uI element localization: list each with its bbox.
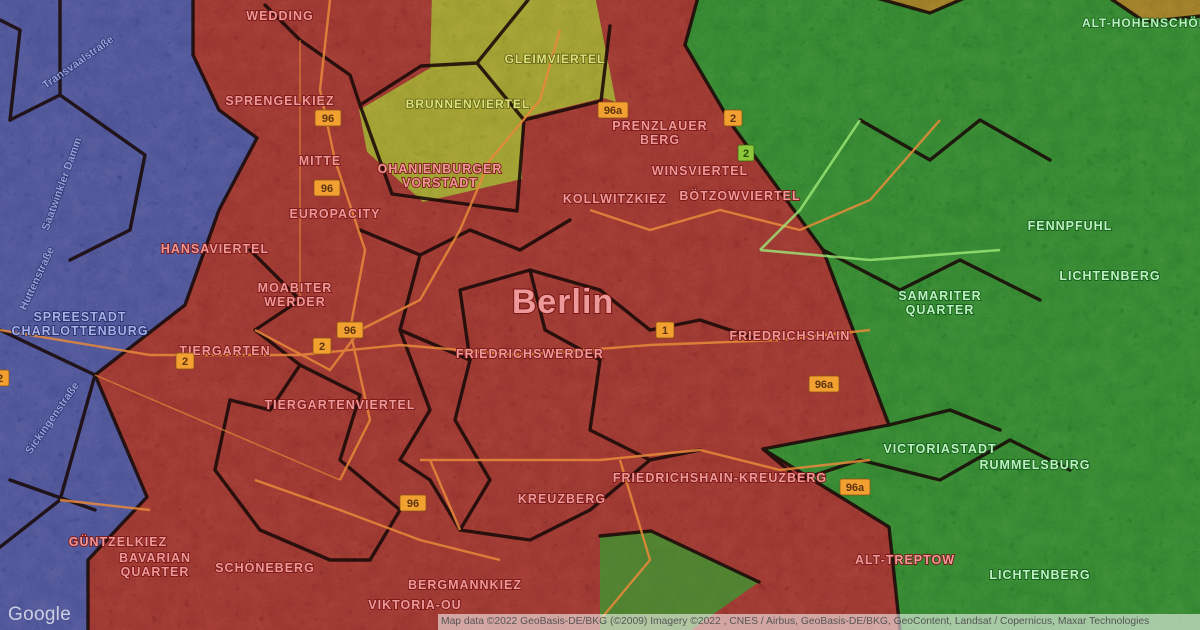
svg-text:PRENZLAUER: PRENZLAUER: [612, 119, 707, 133]
svg-text:VIKTORIA-OU: VIKTORIA-OU: [368, 598, 461, 612]
svg-text:96: 96: [322, 113, 334, 125]
svg-text:1: 1: [662, 325, 668, 337]
svg-text:GLEIMVIERTEL: GLEIMVIERTEL: [505, 52, 606, 66]
svg-text:SPRENGELKIEZ: SPRENGELKIEZ: [225, 94, 334, 108]
svg-text:HANSAVIERTEL: HANSAVIERTEL: [161, 242, 269, 256]
svg-text:CHARLOTTENBURG: CHARLOTTENBURG: [12, 324, 149, 338]
svg-text:BERG: BERG: [640, 133, 680, 147]
svg-text:VORSTADT: VORSTADT: [402, 176, 478, 190]
svg-text:FRIEDRICHSHAIN: FRIEDRICHSHAIN: [730, 329, 851, 343]
svg-text:2: 2: [743, 148, 749, 160]
svg-text:LICHTENBERG: LICHTENBERG: [1059, 269, 1160, 283]
svg-text:TIERGARTENVIERTEL: TIERGARTENVIERTEL: [264, 398, 415, 412]
svg-text:ALT-TREPTOW: ALT-TREPTOW: [855, 553, 955, 567]
svg-text:FRIEDRICHSHAIN-KREUZBERG: FRIEDRICHSHAIN-KREUZBERG: [613, 471, 827, 485]
svg-text:BRUNNENVIERTEL: BRUNNENVIERTEL: [406, 97, 531, 111]
svg-text:Berlin: Berlin: [512, 283, 614, 321]
svg-text:GÜNTZELKIEZ: GÜNTZELKIEZ: [69, 534, 168, 549]
svg-text:BÖTZOWVIERTEL: BÖTZOWVIERTEL: [679, 188, 800, 203]
svg-text:2: 2: [319, 341, 325, 353]
svg-text:WERDER: WERDER: [264, 295, 326, 309]
svg-text:SCHÖNEBERG: SCHÖNEBERG: [215, 560, 315, 575]
svg-text:KOLLWITZKIEZ: KOLLWITZKIEZ: [563, 192, 667, 206]
svg-text:SAMARITER: SAMARITER: [898, 289, 981, 303]
svg-text:LICHTENBERG: LICHTENBERG: [989, 568, 1090, 582]
svg-text:OHANIENBURGER: OHANIENBURGER: [378, 162, 503, 176]
svg-text:EUROPACITY: EUROPACITY: [289, 207, 380, 221]
svg-text:ALT-HOHENSCHÖNH: ALT-HOHENSCHÖNH: [1082, 15, 1200, 30]
svg-text:BERGMANNKIEZ: BERGMANNKIEZ: [408, 578, 522, 592]
svg-text:2: 2: [0, 373, 3, 385]
svg-text:MOABITER: MOABITER: [258, 281, 333, 295]
svg-text:FENNPFUHL: FENNPFUHL: [1028, 219, 1113, 233]
svg-text:WEDDING: WEDDING: [246, 9, 313, 23]
svg-text:BAVARIAN: BAVARIAN: [119, 551, 191, 565]
svg-text:QUARTER: QUARTER: [121, 565, 190, 579]
svg-text:96: 96: [407, 498, 419, 510]
svg-text:96a: 96a: [846, 482, 865, 494]
svg-text:VICTORIASTADT: VICTORIASTADT: [883, 442, 996, 456]
svg-text:96: 96: [344, 325, 356, 337]
svg-text:QUARTER: QUARTER: [906, 303, 975, 317]
svg-text:96a: 96a: [604, 105, 623, 117]
svg-text:WINSVIERTEL: WINSVIERTEL: [652, 164, 748, 178]
svg-text:MITTE: MITTE: [299, 154, 342, 168]
svg-text:96a: 96a: [815, 379, 834, 391]
svg-text:SPREESTADT: SPREESTADT: [33, 310, 126, 324]
svg-text:2: 2: [730, 113, 736, 125]
svg-text:KREUZBERG: KREUZBERG: [518, 492, 606, 506]
svg-text:2: 2: [182, 356, 188, 368]
svg-text:RUMMELSBURG: RUMMELSBURG: [980, 458, 1091, 472]
svg-text:FRIEDRICHSWERDER: FRIEDRICHSWERDER: [456, 347, 604, 361]
svg-text:96: 96: [321, 183, 333, 195]
